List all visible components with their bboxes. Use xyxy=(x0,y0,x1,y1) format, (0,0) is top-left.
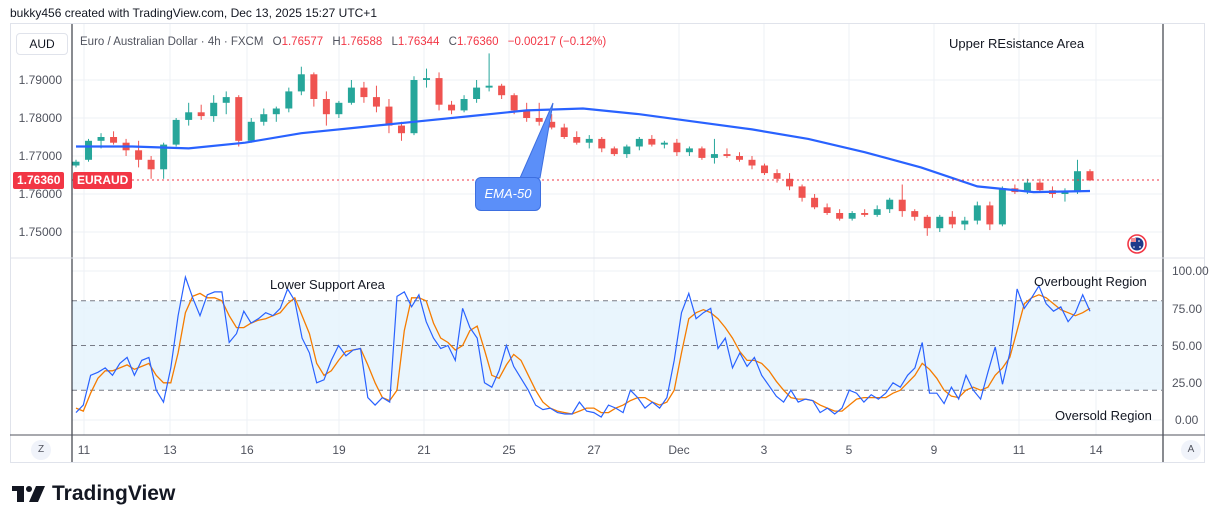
low-label: L xyxy=(391,36,398,48)
time-tick: 19 xyxy=(332,443,346,457)
time-tick: 16 xyxy=(240,443,254,457)
close-label: C xyxy=(448,36,457,48)
chart-credit: bukky456 created with TradingView.com, D… xyxy=(10,6,377,20)
brand-name: TradingView xyxy=(52,482,176,505)
high-value: 1.76588 xyxy=(340,36,383,48)
zoom-button[interactable]: Z xyxy=(31,440,51,460)
price-tick: 1.75000 xyxy=(18,225,62,239)
time-tick: 11 xyxy=(1012,443,1026,457)
candlesticks xyxy=(72,53,1094,236)
australia-flag-icon[interactable] xyxy=(1127,234,1147,254)
overbought-annotation[interactable]: Overbought Region xyxy=(1034,274,1147,289)
ema-50-callout[interactable]: EMA-50 xyxy=(475,177,541,211)
time-tick: 5 xyxy=(845,443,853,457)
upper-resistance-annotation[interactable]: Upper REsistance Area xyxy=(949,36,1085,51)
symbol-description: Euro / Australian Dollar · 4h · FXCM xyxy=(80,36,264,48)
time-tick: 9 xyxy=(930,443,938,457)
price-tick: 1.79000 xyxy=(18,73,62,87)
oversold-annotation[interactable]: Oversold Region xyxy=(1055,408,1152,423)
time-tick: 25 xyxy=(502,443,516,457)
time-tick: 14 xyxy=(1089,443,1103,457)
open-value: 1.76577 xyxy=(281,36,324,48)
currency-scale-button[interactable]: AUD xyxy=(16,33,68,55)
oscillator-tick: 50.00 xyxy=(1172,339,1203,353)
time-tick: 13 xyxy=(163,443,177,457)
tradingview-logo-icon xyxy=(12,486,45,502)
ema-50-line xyxy=(76,107,1091,194)
tradingview-logo: TradingView xyxy=(12,482,175,506)
price-tick: 1.78000 xyxy=(18,111,62,125)
time-tick: 3 xyxy=(760,443,768,457)
symbol-legend: Euro / Australian Dollar · 4h · FXCM O1.… xyxy=(80,36,606,48)
price-tick: 1.77000 xyxy=(18,149,62,163)
time-tick: Dec xyxy=(668,443,690,457)
stochastic-k-line xyxy=(75,274,1091,418)
time-tick: 11 xyxy=(77,443,91,457)
low-value: 1.76344 xyxy=(397,36,440,48)
stochastic-d-line xyxy=(75,292,1091,415)
current-price-badge: 1.76360 xyxy=(13,172,65,189)
oscillator-tick: 0.00 xyxy=(1175,413,1199,427)
lower-support-annotation[interactable]: Lower Support Area xyxy=(270,277,385,292)
change-value: −0.00217 (−0.12%) xyxy=(507,36,607,48)
oscillator-tick: 100.00 xyxy=(1172,264,1209,278)
high-label: H xyxy=(332,36,341,48)
oscillator-tick: 25.00 xyxy=(1172,376,1203,390)
auto-scale-button[interactable]: A xyxy=(1181,440,1201,460)
time-tick: 21 xyxy=(417,443,431,457)
close-value: 1.76360 xyxy=(456,36,499,48)
oscillator-tick: 75.00 xyxy=(1172,302,1203,316)
open-label: O xyxy=(272,36,282,48)
time-tick: 27 xyxy=(587,443,601,457)
price-tick: 1.76000 xyxy=(18,187,62,201)
current-symbol-badge: EURAUD xyxy=(73,172,133,189)
